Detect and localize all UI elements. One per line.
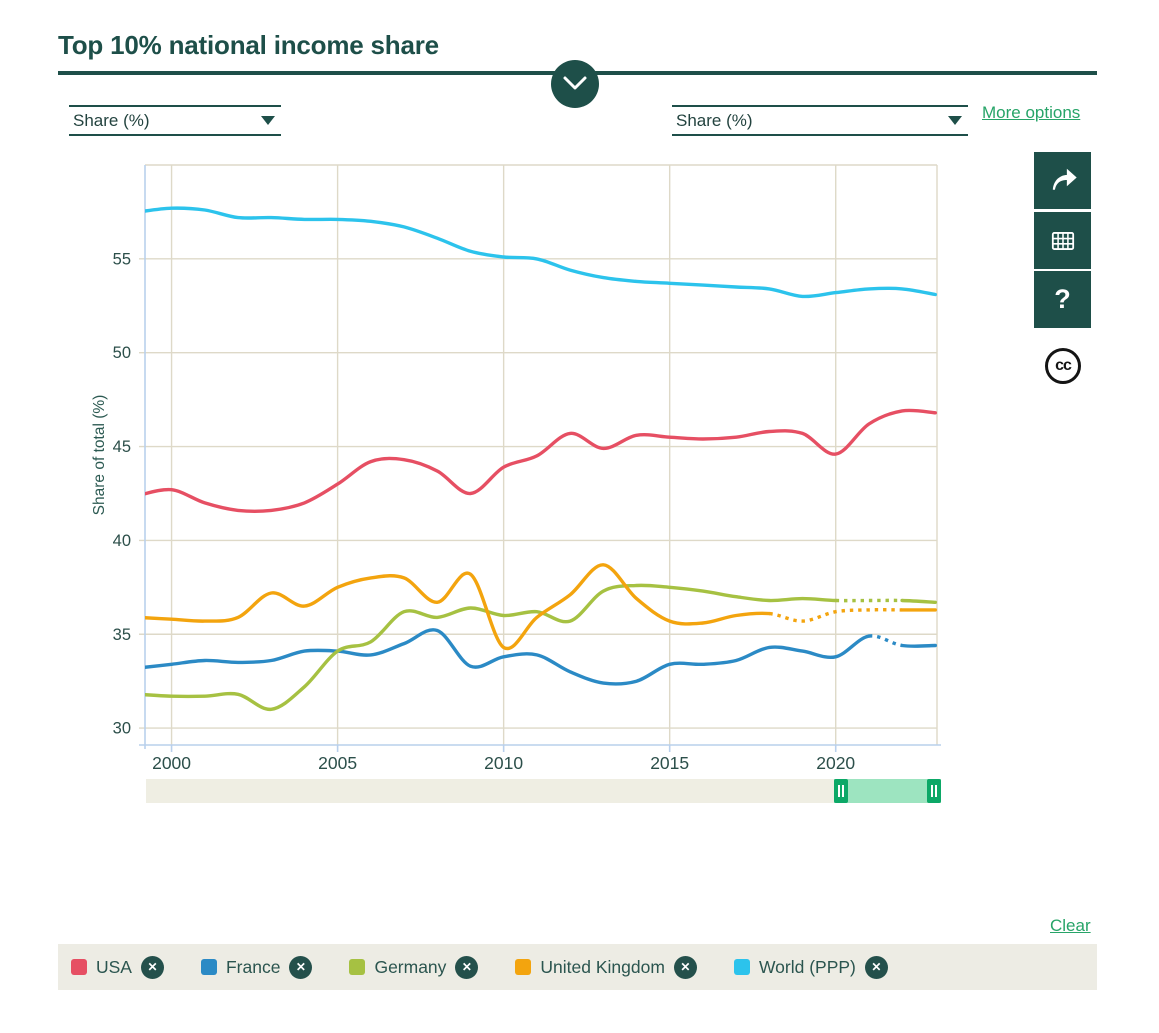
slider-selected-range[interactable] bbox=[833, 779, 941, 803]
share-button[interactable] bbox=[1034, 152, 1091, 209]
slider-right-handle[interactable] bbox=[927, 779, 941, 803]
right-axis-select[interactable]: Share (%) bbox=[672, 105, 968, 136]
help-button[interactable]: ? bbox=[1034, 271, 1091, 328]
y-tick-label: 45 bbox=[113, 438, 131, 456]
series-line-germany bbox=[900, 598, 937, 604]
y-tick-label: 55 bbox=[113, 250, 131, 268]
y-tick-label: 40 bbox=[113, 532, 131, 550]
series-line-united-kingdom bbox=[769, 608, 903, 623]
series-line-france bbox=[900, 643, 937, 648]
legend-label: United Kingdom bbox=[540, 956, 665, 977]
table-icon bbox=[1051, 231, 1074, 250]
collapse-panel-button[interactable] bbox=[551, 60, 599, 108]
question-mark-icon: ? bbox=[1054, 284, 1071, 314]
legend-label: World (PPP) bbox=[758, 956, 856, 977]
y-axis-title: Share of total (%) bbox=[91, 395, 108, 516]
legend-item-france: France ✕ bbox=[200, 955, 313, 979]
legend-remove-button[interactable]: ✕ bbox=[864, 955, 888, 979]
caret-down-icon bbox=[948, 116, 962, 125]
legend-label: USA bbox=[96, 956, 132, 977]
slider-left-handle[interactable] bbox=[833, 779, 848, 803]
series-line-world-ppp- bbox=[145, 206, 937, 299]
legend-label: Germany bbox=[374, 956, 447, 977]
chevron-down-icon bbox=[563, 76, 587, 90]
series-line-usa bbox=[145, 408, 937, 513]
series-line-france bbox=[868, 634, 903, 648]
x-tick-label: 2020 bbox=[816, 753, 855, 773]
legend-bar: USA ✕ France ✕ Germany ✕ United Kingdom ✕ World … bbox=[58, 944, 1097, 990]
axes bbox=[139, 165, 941, 752]
series-line-germany bbox=[145, 583, 838, 712]
legend-item-world-ppp-: World (PPP) ✕ bbox=[733, 955, 888, 979]
legend-label: France bbox=[225, 956, 281, 977]
legend-item-usa: USA ✕ bbox=[71, 955, 164, 979]
y-tick-label: 35 bbox=[113, 626, 131, 644]
clear-link[interactable]: Clear bbox=[1050, 916, 1091, 935]
legend-remove-button[interactable]: ✕ bbox=[673, 955, 697, 979]
year-range-slider[interactable] bbox=[146, 779, 941, 803]
share-arrow-icon bbox=[1052, 168, 1077, 190]
y-tick-label: 50 bbox=[113, 344, 131, 362]
x-tick-label: 2005 bbox=[318, 753, 357, 773]
caret-down-icon bbox=[261, 116, 275, 125]
right-axis-value: Share (%) bbox=[676, 110, 753, 130]
creative-commons-icon[interactable]: cc bbox=[1045, 348, 1081, 384]
legend-remove-button[interactable]: ✕ bbox=[455, 955, 479, 979]
page-title: Top 10% national income share bbox=[58, 30, 439, 60]
x-tick-label: 2010 bbox=[484, 753, 523, 773]
x-tick-label: 2015 bbox=[650, 753, 689, 773]
legend-remove-button[interactable]: ✕ bbox=[289, 955, 313, 979]
legend-swatch bbox=[200, 959, 217, 975]
data-table-button[interactable] bbox=[1034, 212, 1091, 269]
left-axis-select[interactable]: Share (%) bbox=[69, 105, 281, 136]
series-line-united-kingdom bbox=[145, 563, 771, 651]
legend-swatch bbox=[733, 959, 750, 975]
x-tick-label: 2000 bbox=[152, 753, 191, 773]
tick-labels: 30 35 40 45 50 55 2000 2005 2010 2015 2020 Share of… bbox=[91, 250, 855, 773]
legend-swatch bbox=[515, 959, 532, 975]
legend-item-united-kingdom: United Kingdom ✕ bbox=[515, 955, 697, 979]
gridlines bbox=[139, 164, 938, 745]
series-line-france bbox=[145, 628, 871, 686]
y-tick-label: 30 bbox=[113, 720, 131, 738]
legend-item-germany: Germany ✕ bbox=[349, 955, 479, 979]
series-lines bbox=[145, 206, 937, 712]
legend-remove-button[interactable]: ✕ bbox=[140, 955, 164, 979]
legend-swatch bbox=[71, 959, 87, 975]
more-options-link[interactable]: More options bbox=[982, 103, 1081, 122]
left-axis-value: Share (%) bbox=[73, 110, 150, 130]
legend-swatch bbox=[349, 959, 366, 975]
